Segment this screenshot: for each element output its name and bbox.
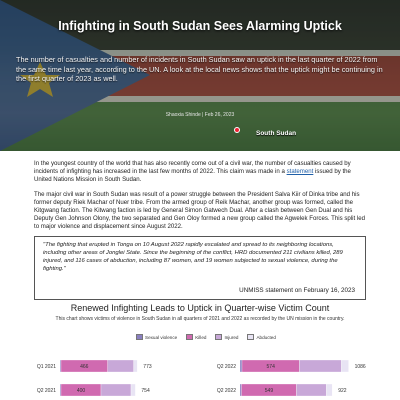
map-pin-icon (234, 127, 240, 133)
paragraph-2: The major civil war in South Sudan was r… (34, 190, 366, 231)
bar-total-label: 1086 (355, 364, 366, 370)
bar-killed-label: 549 (265, 388, 274, 394)
paragraph-1-text-end: issued by the United Nations Mission in … (34, 168, 351, 184)
bar-segment-injured (107, 359, 134, 373)
bar-category-label: Q2 2021 (37, 388, 56, 394)
bar-killed-label: 466 (80, 364, 89, 370)
bar-segment-abducted (133, 359, 138, 373)
bar-total-label: 754 (141, 388, 150, 394)
bar-segment-abducted (341, 359, 349, 373)
bar-segment-injured (100, 383, 132, 397)
bar-segment-sexual-violence (59, 383, 62, 397)
bar-segment-abducted (130, 383, 136, 397)
legend-label: Killed (195, 334, 207, 340)
quote-source: UNMISS statement on February 16, 2023 (239, 287, 355, 294)
legend-swatch (247, 334, 255, 340)
legend-swatch (136, 334, 143, 340)
chart-subtitle: This chart shows victims of violence in … (55, 316, 345, 322)
chart-title: Renewed Infighting Leads to Uptick in Qu… (70, 303, 330, 313)
legend-label: Sexual violence (145, 334, 178, 340)
bar-killed-label: 400 (77, 388, 86, 394)
bar-segment-sexual-violence (239, 383, 242, 397)
bar-segment-abducted (326, 383, 333, 397)
article-title: Infighting in South Sudan Sees Alarming … (58, 19, 342, 33)
article-subtitle: The number of casualties and number of i… (16, 55, 383, 84)
paragraph-1-text: In the youngest country of the world tha… (34, 160, 351, 176)
legend-label: Abducted (256, 334, 276, 340)
bar-category-label: Q1 2021 (37, 364, 56, 370)
blockquote: "The fighting that erupted in Tonga on 1… (34, 236, 366, 300)
bar-segment-sexual-violence (59, 359, 62, 373)
legend-item: Sexual violence (136, 334, 177, 340)
legend-label: Injured (224, 334, 239, 340)
legend-swatch (186, 334, 194, 340)
legend-swatch (215, 334, 223, 340)
bar-total-label: 773 (143, 364, 152, 370)
bar-category-label: Q2 2022 (217, 388, 236, 394)
legend-item: Injured (215, 334, 238, 340)
bar-total-label: 922 (338, 388, 347, 394)
bar-killed-label: 574 (267, 364, 276, 370)
byline: Shaoxia Shinde | Feb 26, 2023 (165, 112, 235, 118)
map-label: South Sudan (256, 130, 297, 137)
legend-item: Abducted (247, 334, 276, 340)
hero-overlay (0, 0, 400, 151)
south-sudan-flag-background (0, 0, 400, 151)
statement-link[interactable]: statement (286, 168, 314, 176)
bar-segment-sexual-violence (239, 359, 243, 373)
article-body: In the youngest country of the world tha… (34, 160, 366, 238)
chart-legend: Sexual violence Killed Injured Abducted (136, 334, 276, 340)
bar-segment-injured (299, 359, 342, 373)
bar-category-label: Q2 2022 (217, 364, 236, 370)
legend-item: Killed (186, 334, 206, 340)
hero-banner: Infighting in South Sudan Sees Alarming … (0, 0, 400, 151)
quote-text: "The fighting that erupted in Tonga on 1… (43, 242, 343, 272)
paragraph-1: In the youngest country of the world tha… (34, 160, 366, 185)
chart: Q1 2021 466 773 Q2 2021 400 754 Q2 2022 574 1086… (37, 359, 366, 397)
bar-segment-injured (296, 383, 327, 397)
